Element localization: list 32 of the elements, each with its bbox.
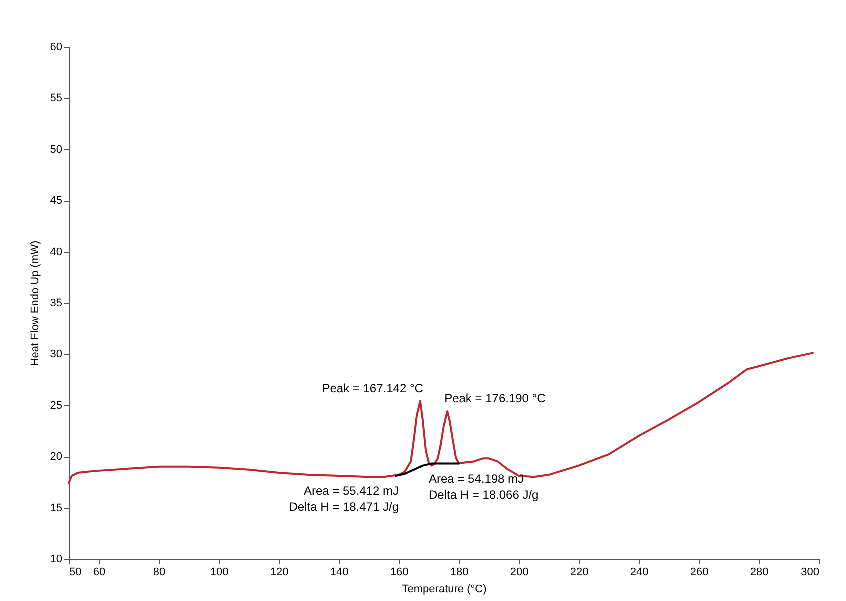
annotation: Peak = 167.142 °C (322, 381, 424, 396)
x-tick-label: 160 (390, 566, 409, 578)
x-tick-label: 220 (570, 566, 589, 578)
x-axis-title: Temperature (°C) (402, 584, 487, 596)
y-tick-label: 60 (50, 42, 62, 54)
y-tick-label: 20 (50, 451, 62, 464)
x-tick-label: 260 (690, 566, 709, 578)
annotation: Area = 55.412 mJ Delta H = 18.471 J/g (289, 484, 399, 514)
x-tick-label: 200 (510, 566, 529, 578)
line-series (68, 352, 814, 484)
y-tick-label: 40 (50, 246, 62, 258)
y-tick-label: 45 (50, 195, 62, 208)
y-tick-label: 35 (50, 298, 62, 310)
x-tick-label: 60 (93, 566, 106, 578)
x-tick-label: 50 (70, 566, 82, 578)
y-tick-label: 50 (50, 144, 62, 156)
x-tick-label: 180 (450, 566, 469, 578)
x-tick-label: 120 (270, 566, 289, 578)
x-tick-label: 240 (630, 566, 649, 578)
x-tick-label: 100 (210, 566, 229, 578)
y-tick-label: 30 (50, 348, 62, 361)
x-tick-label: 280 (750, 566, 769, 578)
y-tick-label: 10 (50, 554, 62, 566)
y-axis-title: Heat Flow Endo Up (mW) (29, 240, 42, 366)
y-tick-label: 25 (50, 400, 62, 412)
x-tick-label: 140 (330, 566, 349, 578)
y-tick-label: 55 (50, 92, 62, 105)
x-tick-label: 80 (153, 566, 166, 578)
y-tick-label: 15 (50, 502, 62, 514)
x-tick-label: 300 (801, 566, 820, 578)
annotation: Area = 54.198 mJ Delta H = 18.066 J/g (429, 472, 539, 502)
annotation: Peak = 176.190 °C (444, 392, 546, 406)
